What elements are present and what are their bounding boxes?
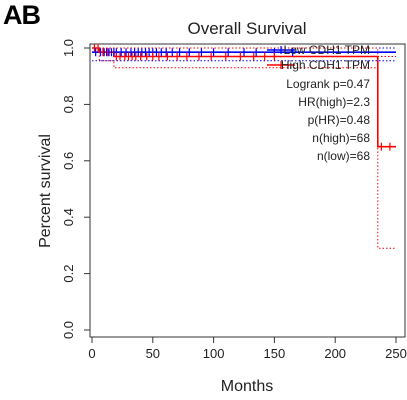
stat-line: n(low)=68 bbox=[317, 149, 370, 163]
legend-label: High CDH1 TPM bbox=[281, 58, 370, 72]
x-axis-label: Months bbox=[221, 378, 273, 395]
y-tick-label: 0.4 bbox=[61, 208, 76, 226]
legend-label: Low CDH1 TPM bbox=[284, 43, 370, 57]
stat-line: Logrank p=0.47 bbox=[286, 77, 370, 91]
y-axis-label: Percent survival bbox=[37, 134, 54, 248]
x-tick-label: 250 bbox=[385, 346, 407, 361]
x-axis: 0 50 100 150 200 250 bbox=[88, 336, 407, 361]
y-tick-label: 0.6 bbox=[61, 152, 76, 170]
chart-title: Overall Survival bbox=[187, 19, 306, 38]
x-tick-label: 50 bbox=[146, 346, 160, 361]
stat-line: n(high)=68 bbox=[312, 131, 370, 145]
y-axis: 0.0 0.2 0.4 0.6 0.8 1.0 bbox=[61, 39, 91, 339]
confidence-intervals bbox=[92, 47, 396, 249]
panel-label: AB bbox=[3, 0, 41, 30]
y-tick-label: 0.0 bbox=[61, 321, 76, 339]
x-tick-label: 200 bbox=[324, 346, 346, 361]
y-tick-label: 0.8 bbox=[61, 95, 76, 113]
censor-marks bbox=[93, 44, 391, 151]
ci-lower-1 bbox=[92, 51, 396, 249]
y-tick-label: 0.2 bbox=[61, 265, 76, 283]
x-tick-label: 150 bbox=[264, 346, 286, 361]
x-tick-label: 100 bbox=[203, 346, 225, 361]
y-tick-label: 1.0 bbox=[61, 39, 76, 57]
x-tick-label: 0 bbox=[88, 346, 95, 361]
stat-line: p(HR)=0.48 bbox=[308, 113, 371, 127]
statistics-annotations: Logrank p=0.47 HR(high)=2.3 p(HR)=0.48 n(hi… bbox=[286, 77, 370, 163]
stat-line: HR(high)=2.3 bbox=[298, 95, 370, 109]
